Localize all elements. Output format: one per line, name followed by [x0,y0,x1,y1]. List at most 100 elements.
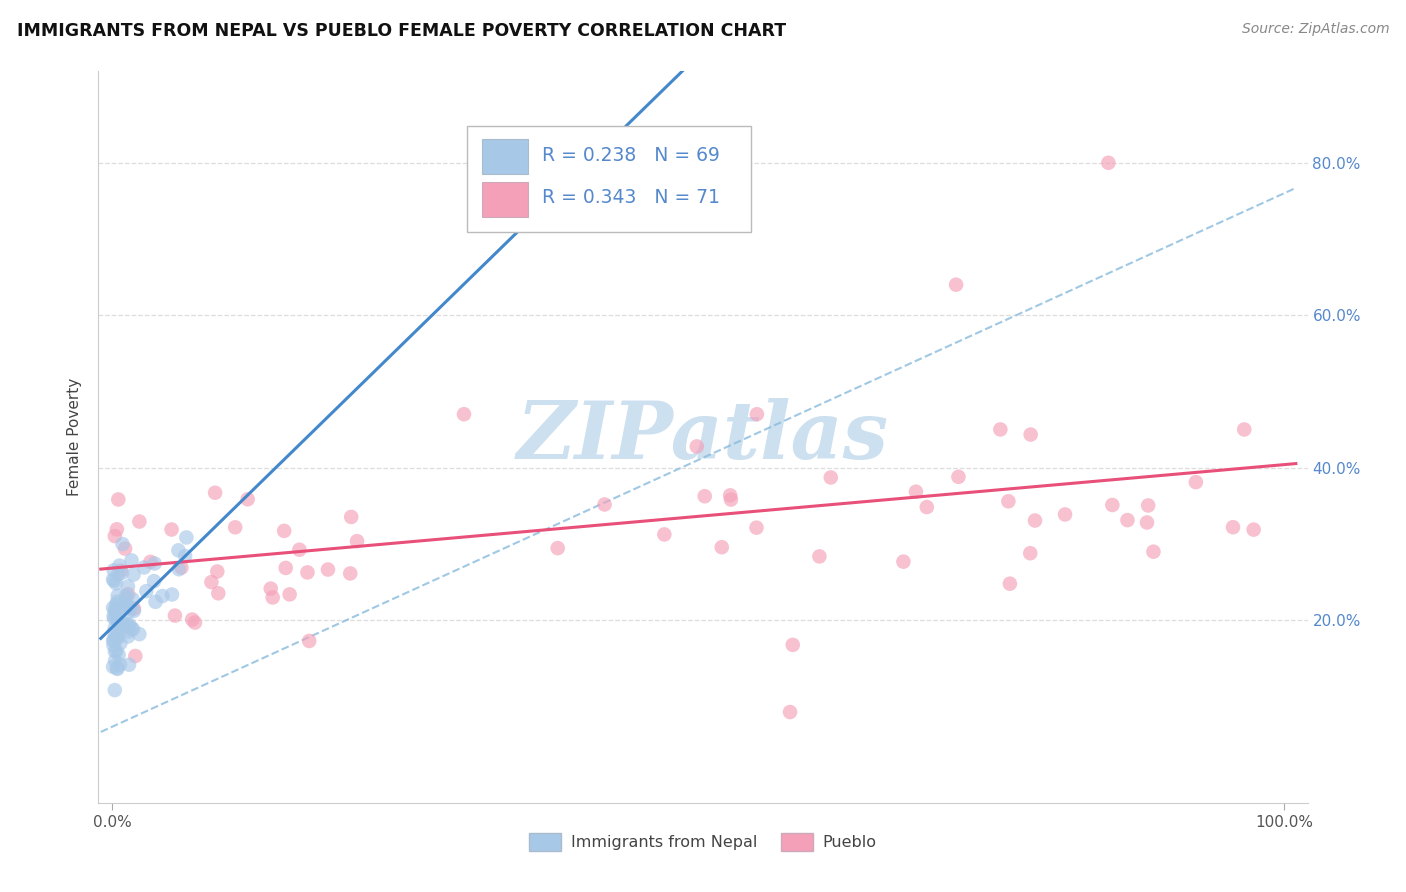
Point [110,564,132,578]
Point [115,617,138,632]
Point [103,574,125,588]
Point [745,521,768,535]
Point [124,648,146,663]
Point [122,567,145,582]
Point [104,622,127,636]
Point [101,573,124,587]
Point [104,653,127,667]
Point [115,589,138,603]
Point [997,494,1019,508]
Point [111,537,134,551]
Point [316,562,339,576]
Point [103,611,125,625]
Text: IMMIGRANTS FROM NEPAL VS PUEBLO FEMALE POVERTY CORRELATION CHART: IMMIGRANTS FROM NEPAL VS PUEBLO FEMALE P… [17,22,786,40]
Point [207,586,229,600]
Point [150,589,173,603]
FancyBboxPatch shape [467,126,751,232]
Point [160,587,183,601]
Point [105,643,128,657]
Point [117,619,139,633]
Text: ZIPatlas: ZIPatlas [517,399,889,475]
Point [808,549,831,564]
Point [107,648,129,662]
Point [111,566,134,580]
Point [915,500,938,514]
Point [139,555,162,569]
Point [105,522,128,536]
Point [262,591,284,605]
Point [114,541,136,556]
Point [948,470,970,484]
Text: R = 0.238   N = 69: R = 0.238 N = 69 [543,145,720,165]
Point [339,566,361,581]
Point [111,617,134,632]
Point [128,515,150,529]
Point [167,543,190,558]
Point [718,488,741,502]
Point [120,600,142,615]
Point [112,600,135,615]
Point [710,540,733,554]
Point [693,489,716,503]
Point [184,615,207,630]
Point [104,683,127,698]
Point [145,595,167,609]
Point [107,626,129,640]
FancyBboxPatch shape [482,139,527,175]
Point [105,598,128,612]
Point [654,527,676,541]
Point [945,277,967,292]
Point [122,604,145,618]
Point [105,576,128,591]
Point [121,592,143,607]
Point [104,602,127,616]
Point [160,523,183,537]
Point [593,498,616,512]
Point [117,624,139,639]
Point [204,485,226,500]
Point [453,407,475,421]
Point [1101,498,1123,512]
Point [998,576,1021,591]
Point [273,524,295,538]
Y-axis label: Female Poverty: Female Poverty [67,378,83,496]
Legend: Immigrants from Nepal, Pueblo: Immigrants from Nepal, Pueblo [523,827,883,857]
Point [1233,422,1256,436]
Point [1019,427,1042,442]
Point [298,634,321,648]
Point [207,565,229,579]
Text: Source: ZipAtlas.com: Source: ZipAtlas.com [1241,22,1389,37]
Point [1185,475,1208,489]
Point [122,601,145,615]
Point [181,613,204,627]
Point [104,644,127,658]
Point [118,605,141,619]
Point [128,627,150,641]
Point [104,605,127,619]
Point [170,560,193,574]
FancyBboxPatch shape [482,182,527,217]
Point [118,657,141,672]
Text: R = 0.343   N = 71: R = 0.343 N = 71 [543,188,720,207]
Point [103,638,125,652]
Point [340,510,363,524]
Point [107,492,129,507]
Point [105,594,128,608]
Point [101,660,124,674]
Point [110,636,132,650]
Point [105,610,128,624]
Point [107,567,129,582]
Point [135,584,157,599]
Point [1024,514,1046,528]
Point [121,553,143,567]
Point [105,661,128,675]
Point [260,582,283,596]
Point [1137,499,1160,513]
Point [224,520,246,534]
Point [1136,516,1159,530]
Point [108,619,131,633]
Point [121,622,143,636]
Point [745,407,768,421]
Point [104,529,127,543]
Point [820,470,842,484]
